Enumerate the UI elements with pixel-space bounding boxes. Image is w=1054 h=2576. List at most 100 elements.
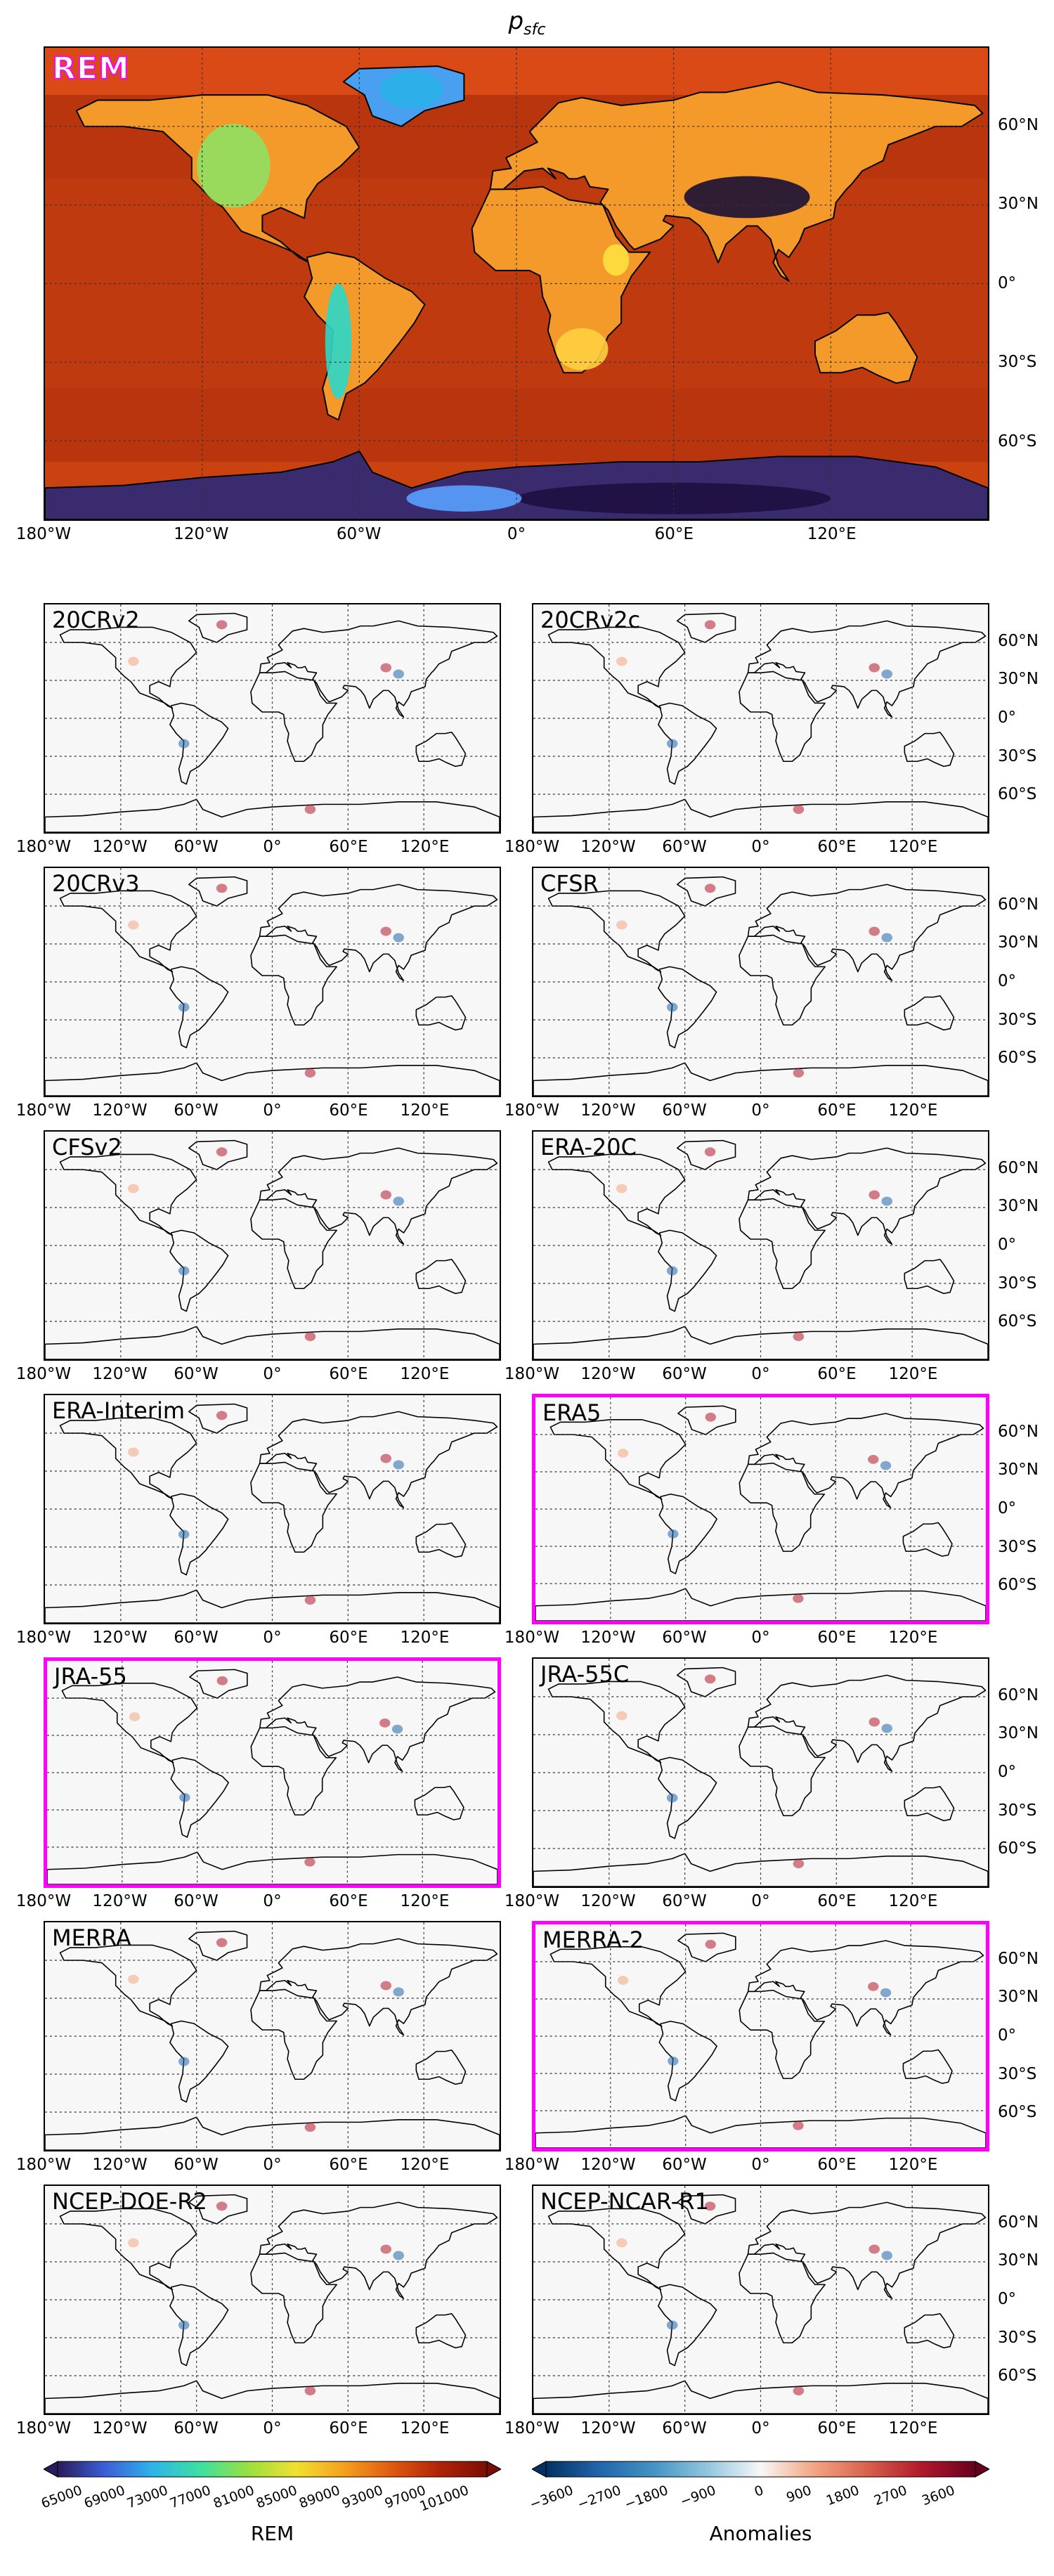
lon-tick-label: 180°W [15,1365,72,1383]
anomaly-spot-4 [304,1857,315,1867]
lon-tick-label: 60°W [662,1629,707,1647]
coastline-2 [739,934,826,1026]
colorbar-colorbar_anom [532,2461,989,2478]
anomaly-spot-5 [616,656,627,666]
coastline-6 [45,2116,500,2150]
panel-label: JRA-55C [540,1661,630,1688]
anomaly-map [533,868,988,1096]
panel-label: MERRA [52,1924,131,1951]
lon-tick-label: 180°W [15,525,72,543]
coastline-2 [739,1725,826,1817]
anomaly-spot-2 [380,926,392,936]
lon-tick-label: 60°W [174,1365,219,1383]
anomaly-spot-5 [128,1184,139,1193]
lon-tick-label: 120°W [580,2156,636,2174]
lon-tick-label: 120°W [580,2419,636,2438]
lon-tick-label: 60°W [174,1892,219,1910]
anomaly-panel-era-interim: ERA-Interim [44,1394,501,1624]
anomaly-spot-5 [128,2238,139,2248]
anomaly-spot-0 [216,1411,228,1420]
colorbar-tick-label: 73000 [124,2483,171,2512]
coastline-0 [59,626,197,709]
coastline-3 [259,1676,496,1773]
colorbar-title: REM [250,2522,294,2545]
anomaly-spot-4 [793,2121,804,2130]
lon-tick-label: 180°W [504,1892,560,1910]
lat-tick-label: 60°S [998,1839,1037,1858]
lon-tick-label: 60°W [662,1892,707,1910]
lon-tick-label: 120°E [888,2156,938,2174]
lon-tick-label: 60°W [662,2419,707,2438]
coastline-0 [549,1419,687,1500]
anomaly-spot-4 [304,2386,316,2396]
lon-tick-label: 60°W [662,1101,707,1120]
lon-tick-label: 120°E [400,2419,450,2438]
anomaly-panel-era-20c: ERA-20C [532,1130,989,1361]
lon-tick-label: 120°W [92,1365,148,1383]
lon-tick-label: 180°W [504,1101,560,1120]
coastline-5 [188,1403,248,1434]
anomaly-spot-4 [304,1068,316,1078]
anomaly-spot-2 [380,2244,392,2254]
lon-tick-label: 60°E [817,1101,857,1120]
lon-tick-label: 120°W [92,1101,148,1120]
lon-tick-label: 120°E [400,1365,450,1383]
lat-tick-label: 60°N [998,1158,1039,1177]
anomaly-map [533,1132,988,1359]
lon-tick-label: 0° [263,2419,282,2438]
colorbar-tick-label: 101000 [417,2483,471,2515]
anomaly-spot-5 [128,920,139,930]
lon-tick-label: 60°E [817,2419,857,2438]
lon-tick-label: 120°E [807,525,857,543]
anomaly-spot-5 [616,1184,627,1193]
coastline-3 [747,1940,984,2036]
lon-tick-label: 60°W [662,838,707,856]
anomaly-spot-2 [379,1718,391,1728]
colorbar-tick-label: 65000 [39,2483,85,2512]
lon-tick-label: 120°W [92,2156,148,2174]
lat-tick-label: 60°S [998,1049,1037,1068]
anomaly-spot-3 [881,1196,892,1206]
coastline-0 [547,626,686,709]
anomaly-spot-1 [666,739,678,749]
lon-tick-label: 120°E [888,1892,938,1910]
lat-tick-label: 60°S [998,432,1037,451]
coastline-5 [188,612,248,643]
colorbar-tick-label: 93000 [339,2483,385,2512]
anomaly-spot-5 [616,2238,627,2248]
anomaly-spot-5 [128,656,139,666]
coastline-5 [188,1930,248,1961]
lon-tick-label: 120°E [888,838,938,856]
coastline-2 [250,2252,337,2344]
anomaly-spot-4 [793,1332,805,1342]
lon-tick-label: 60°W [174,1101,219,1120]
colorbar-tick-label: 85000 [254,2483,299,2512]
coastline-6 [533,1326,988,1359]
anomaly-spot-1 [178,739,190,749]
lat-tick-label: 30°N [998,670,1039,689]
lon-tick-label: 60°E [817,1629,857,1647]
anomaly-spot-0 [704,1674,716,1684]
anomaly-spot-1 [666,2320,678,2330]
lat-tick-label: 60°N [998,1422,1039,1441]
colorbar-tick-label: 0 [753,2483,767,2500]
colorbar-tick-label: 1800 [824,2483,861,2509]
colorbar-max-arrow [975,2461,989,2478]
coastline-2 [250,1726,337,1816]
anomaly-spot-2 [868,2244,880,2254]
lon-tick-label: 0° [751,1629,770,1647]
anomaly-spot-3 [391,1724,403,1734]
coastline-5 [188,1139,248,1170]
anomaly-spot-1 [178,2320,190,2330]
coastline-0 [547,2208,686,2291]
lat-tick-label: 60°S [998,2103,1037,2122]
coastline-6 [45,1062,500,1096]
anomaly-map [533,2186,988,2414]
anomaly-spot-2 [868,1717,880,1727]
topo-feature-3 [380,71,443,108]
lat-tick-label: 30°N [998,1197,1039,1216]
anomaly-map [45,604,500,832]
anomaly-spot-1 [178,1529,190,1539]
coastline-2 [739,2252,826,2344]
coastline-0 [547,890,686,973]
